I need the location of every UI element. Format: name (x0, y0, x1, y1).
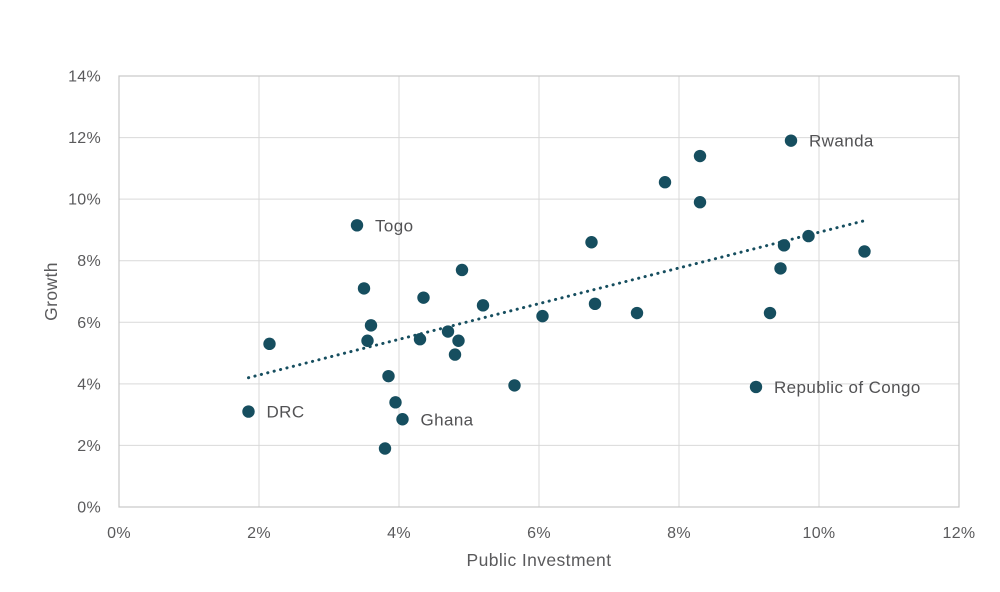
y-tick-label: 4% (77, 376, 101, 393)
y-tick-label: 10% (68, 192, 101, 209)
gridlines (118, 75, 960, 508)
x-tick-label: 12% (943, 525, 976, 542)
data-point (242, 405, 255, 418)
data-point (658, 176, 672, 189)
data-point (441, 325, 455, 338)
trendline-layer (247, 219, 866, 380)
x-tick-label: 10% (803, 525, 836, 542)
data-point (802, 229, 815, 243)
y-tick-label: 0% (77, 500, 101, 517)
point-label: Republic of Congo (774, 378, 921, 397)
data-point (350, 219, 364, 232)
data-point (693, 196, 707, 209)
data-point (448, 348, 462, 361)
data-point (364, 319, 378, 332)
y-axis-title: Growth (41, 262, 61, 321)
point-label: Rwanda (809, 132, 874, 151)
x-tick-label: 2% (247, 525, 271, 542)
x-tick-label: 8% (667, 525, 691, 542)
data-point (693, 149, 707, 163)
y-tick-label: 8% (77, 253, 101, 270)
y-axis-tick-labels: 0% 2% 4% 6% 8% 10% 12% 14% (68, 69, 101, 517)
point-labels: DRC Togo Ghana Republic of Congo Rwanda (267, 132, 921, 430)
data-point (417, 291, 430, 304)
data-point (536, 309, 549, 323)
y-tick-label: 6% (77, 315, 101, 332)
data-point (357, 282, 371, 295)
x-axis-tick-labels: 0% 2% 4% 6% 8% 10% 12% (107, 525, 975, 542)
x-tick-label: 0% (107, 525, 131, 542)
point-label: DRC (267, 403, 305, 422)
data-point (508, 379, 521, 392)
x-tick-label: 4% (387, 525, 411, 542)
point-label: Togo (375, 216, 413, 235)
trendline (247, 219, 866, 380)
data-point (452, 334, 465, 347)
data-point (396, 413, 409, 426)
data-point (585, 236, 598, 249)
plot-border (118, 75, 960, 508)
data-point (588, 297, 602, 311)
data-points (242, 134, 871, 455)
data-point (476, 299, 490, 312)
data-point (378, 442, 392, 455)
data-point (389, 396, 402, 409)
data-point (263, 337, 276, 351)
point-label: Ghana (421, 410, 474, 429)
data-point (749, 380, 763, 394)
data-point (361, 334, 374, 347)
data-point (382, 369, 395, 383)
data-point (784, 134, 798, 147)
y-tick-label: 14% (68, 69, 101, 86)
x-axis-title: Public Investment (467, 550, 612, 570)
data-point (774, 262, 787, 275)
data-point (630, 306, 644, 320)
data-point (763, 306, 777, 320)
data-point (413, 333, 427, 346)
x-tick-label: 6% (527, 525, 551, 542)
y-tick-label: 12% (68, 130, 101, 147)
y-tick-label: 2% (77, 438, 101, 455)
data-point (455, 263, 469, 277)
data-point (777, 239, 791, 252)
data-point (858, 245, 871, 258)
